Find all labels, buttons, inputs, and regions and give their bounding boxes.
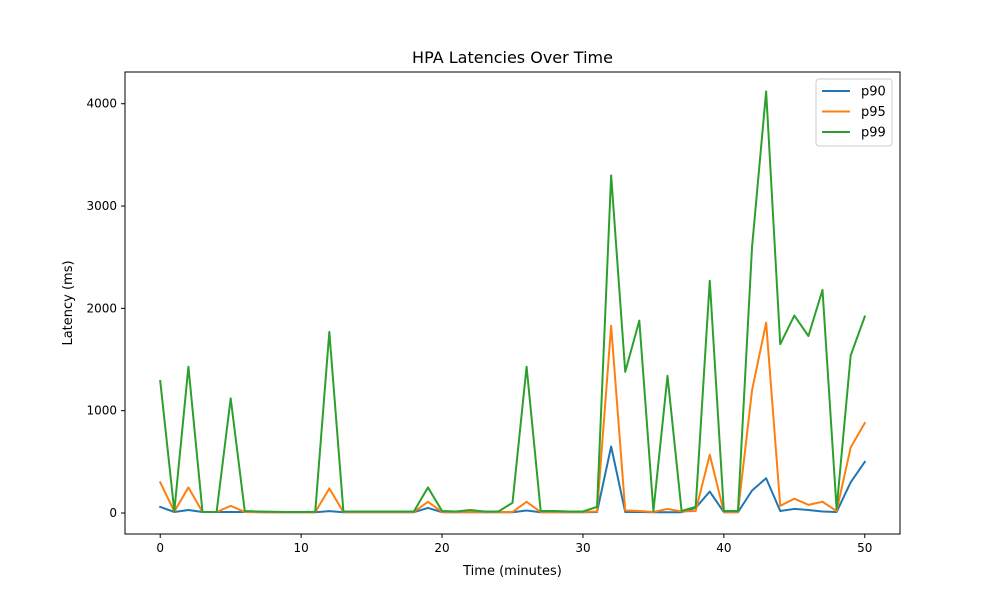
x-tick-label: 20: [434, 541, 449, 555]
legend-label-p95: p95: [861, 105, 886, 120]
legend: p90 p95 p99: [815, 78, 893, 147]
y-tick-label: 1000: [86, 404, 117, 418]
x-tick-label: 10: [293, 541, 308, 555]
legend-box: [815, 78, 893, 147]
x-tick-label: 30: [575, 541, 590, 555]
y-tick-label: 4000: [86, 97, 117, 111]
x-tick-label: 40: [716, 541, 731, 555]
y-tick-label: 0: [109, 506, 117, 520]
y-tick-label: 3000: [86, 199, 117, 213]
x-tick-label: 50: [857, 541, 872, 555]
legend-label-p99: p99: [861, 126, 886, 141]
x-axis-ticks: 0 10 20 30 40 50: [156, 534, 872, 555]
legend-label-p90: p90: [861, 85, 886, 100]
series-lines: [158, 90, 867, 514]
series-line-p99: [159, 90, 867, 513]
plot-area-frame: [124, 71, 901, 535]
y-axis-ticks: 0 1000 2000 3000 4000: [86, 97, 125, 520]
chart-title: HPA Latencies Over Time: [412, 48, 613, 67]
legend-entries: p90 p95 p99: [822, 85, 886, 141]
x-axis-label: Time (minutes): [462, 564, 562, 579]
y-axis-label: Latency (ms): [61, 260, 76, 345]
x-tick-label: 0: [156, 541, 164, 555]
y-tick-label: 2000: [86, 301, 117, 315]
